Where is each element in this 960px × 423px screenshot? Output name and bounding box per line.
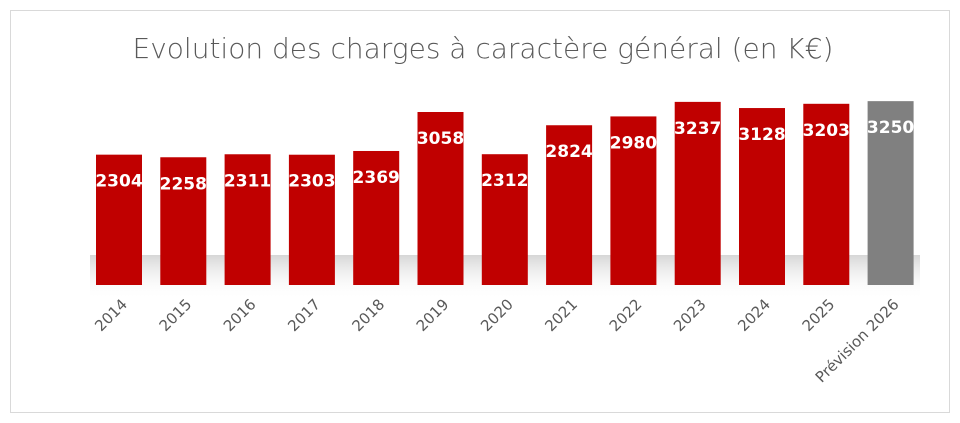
value-label: 3237 xyxy=(674,119,721,139)
value-label: 2303 xyxy=(288,172,335,192)
value-label: 3128 xyxy=(738,125,785,145)
value-label: 2980 xyxy=(610,133,657,153)
bar xyxy=(96,154,142,285)
value-label: 2258 xyxy=(160,174,207,194)
value-label: 2824 xyxy=(545,142,592,162)
bar xyxy=(739,108,785,285)
value-label: 3250 xyxy=(867,118,914,138)
bar xyxy=(224,154,271,285)
value-label: 2311 xyxy=(224,171,271,191)
bar xyxy=(610,116,657,285)
value-label: 3058 xyxy=(417,129,464,149)
bar xyxy=(803,103,850,285)
value-label: 2369 xyxy=(353,168,400,188)
bar xyxy=(417,112,464,285)
value-label: 2304 xyxy=(95,172,142,192)
bar xyxy=(867,101,914,286)
bar xyxy=(353,150,400,285)
value-label: 3203 xyxy=(803,121,850,141)
chart-title: Evolution des charges à caractère généra… xyxy=(133,32,834,65)
value-label: 2312 xyxy=(481,171,528,191)
bar xyxy=(288,154,335,285)
bar xyxy=(481,154,528,285)
bar xyxy=(160,157,207,285)
bar xyxy=(546,125,593,286)
bar xyxy=(674,101,721,285)
